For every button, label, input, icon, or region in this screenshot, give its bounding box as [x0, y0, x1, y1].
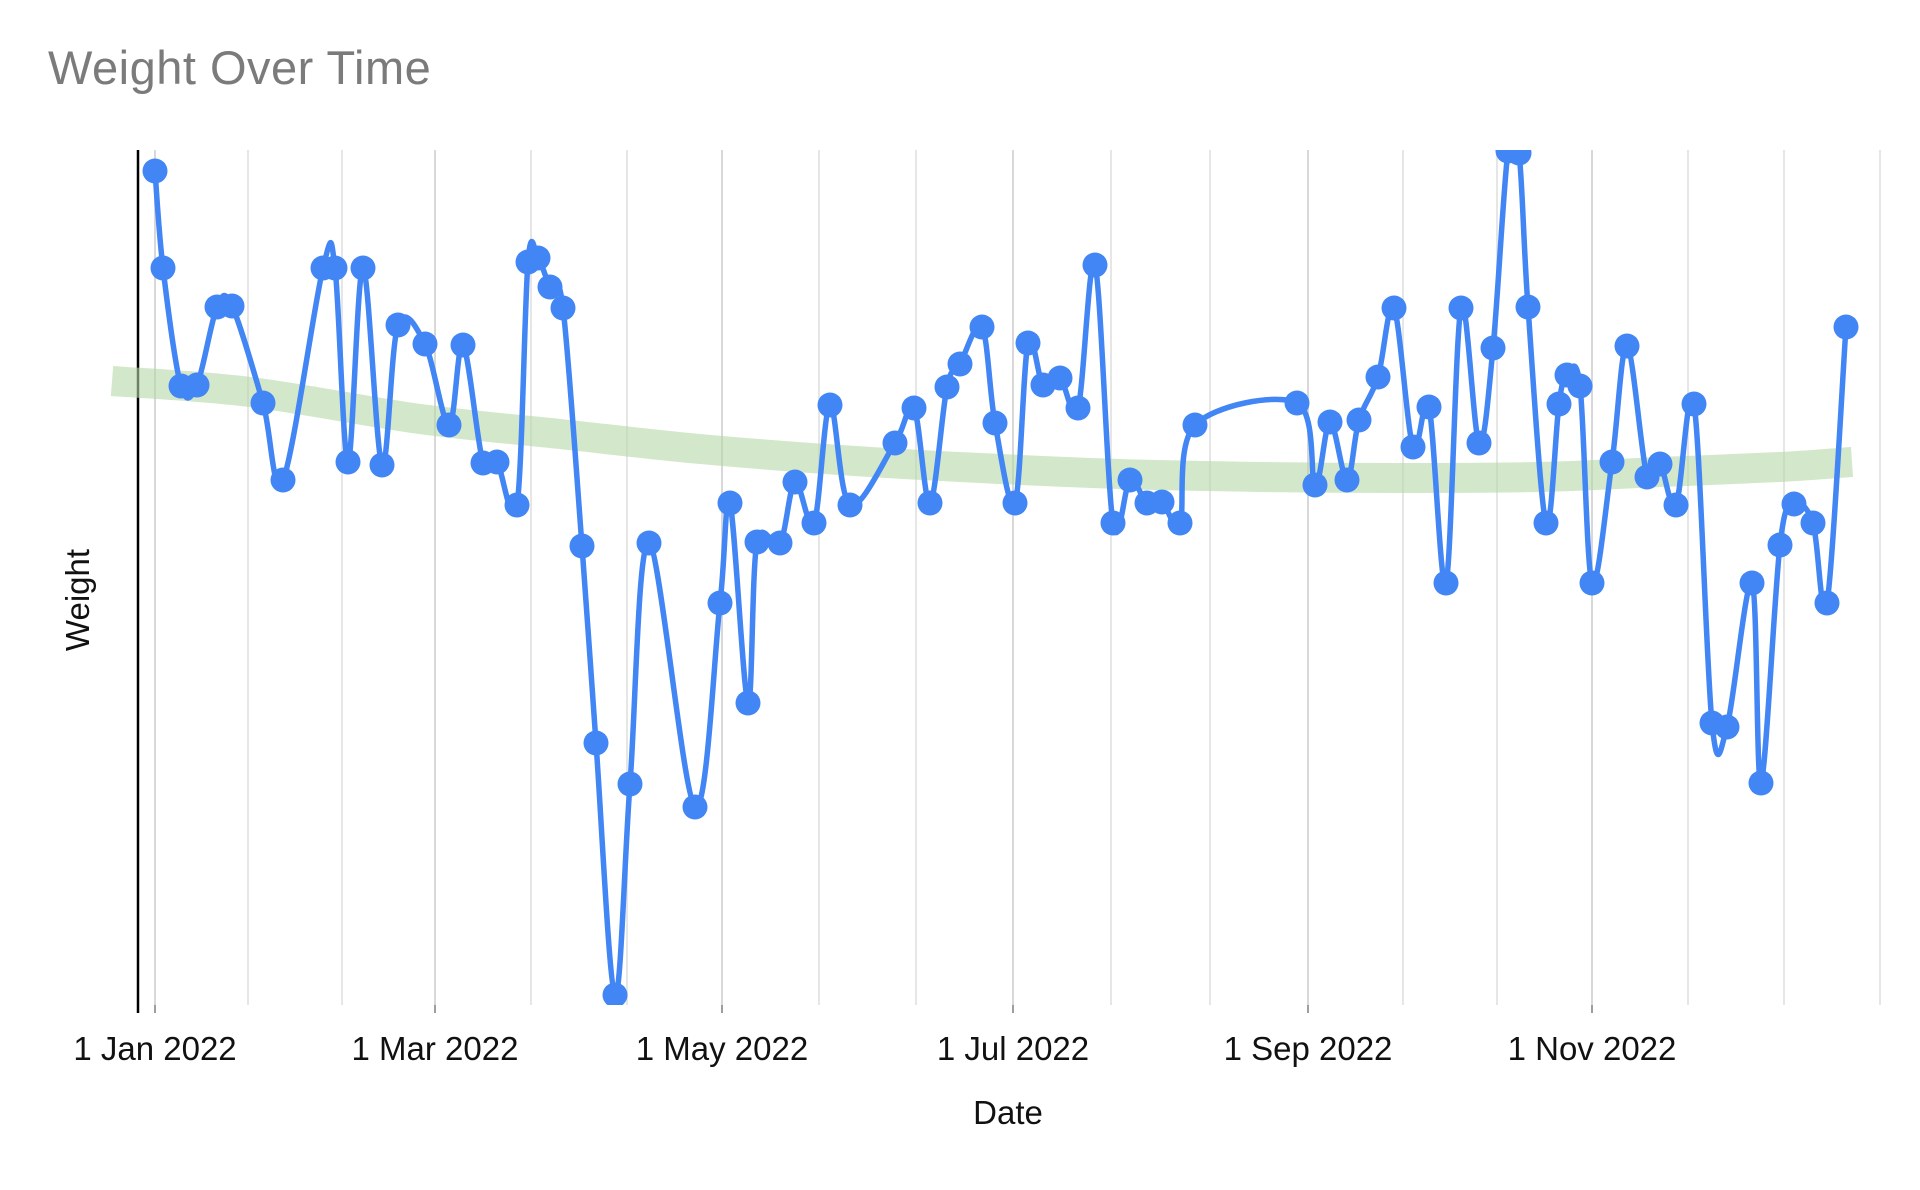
data-point-marker — [335, 449, 361, 475]
data-point-marker — [525, 245, 551, 271]
data-point-marker — [583, 730, 609, 756]
data-point-marker — [569, 533, 595, 559]
data-point-marker — [1065, 395, 1091, 421]
data-point-marker — [1515, 294, 1541, 320]
data-point-marker — [1833, 314, 1859, 340]
x-tick-label: 1 Jul 2022 — [936, 1030, 1090, 1067]
data-point-marker — [550, 295, 576, 321]
minor-gridlines — [247, 150, 1881, 1005]
x-tick-label: 1 Sep 2022 — [1223, 1030, 1393, 1067]
data-point-marker — [1416, 394, 1442, 420]
data-point-marker — [602, 982, 628, 1005]
x-axis-title: Date — [973, 1094, 1043, 1131]
data-point-marker — [537, 274, 563, 300]
data-point-marker — [1182, 412, 1208, 438]
chart-title: Weight Over Time — [48, 41, 432, 94]
data-point-marker — [982, 410, 1008, 436]
data-point-marker — [1579, 570, 1605, 596]
data-point-marker — [450, 332, 476, 358]
data-point-marker — [717, 490, 743, 516]
data-point-marker — [385, 312, 411, 338]
x-tick-label: 1 Jan 2022 — [73, 1030, 237, 1067]
x-tick-label: 1 May 2022 — [635, 1030, 809, 1067]
data-point-marker — [1614, 333, 1640, 359]
data-point-marker — [504, 492, 530, 518]
data-point-marker — [744, 529, 770, 555]
data-point-marker — [901, 395, 927, 421]
data-point-marker — [767, 530, 793, 556]
data-point-marker — [1002, 490, 1028, 516]
data-point-marker — [1748, 770, 1774, 796]
data-point-marker — [412, 331, 438, 357]
data-point-marker — [322, 255, 348, 281]
data-point-marker — [735, 690, 761, 716]
data-point-marker — [1533, 510, 1559, 536]
data-point-marker — [1082, 252, 1108, 278]
data-point-marker — [1381, 295, 1407, 321]
data-point-marker — [484, 449, 510, 475]
data-point-marker — [682, 794, 708, 820]
data-point-marker — [782, 469, 808, 495]
data-point-marker — [707, 590, 733, 616]
x-tick-label: 1 Mar 2022 — [351, 1030, 519, 1067]
data-point-marker — [917, 490, 943, 516]
data-point-marker — [1546, 391, 1572, 417]
data-point-marker — [934, 374, 960, 400]
data-point-marker — [636, 530, 662, 556]
data-point-marker — [1800, 510, 1826, 536]
data-point-marker — [1317, 409, 1343, 435]
data-point-marker — [1480, 335, 1506, 361]
data-point-marker — [1767, 532, 1793, 558]
data-point-marker — [1346, 407, 1372, 433]
x-tick-label: 1 Nov 2022 — [1507, 1030, 1677, 1067]
data-point-marker — [250, 390, 276, 416]
data-point-marker — [1433, 570, 1459, 596]
data-point-marker — [1448, 295, 1474, 321]
data-point-marker — [1599, 449, 1625, 475]
data-point-marker — [1149, 489, 1175, 515]
data-point-marker — [947, 351, 973, 377]
data-point-marker — [969, 314, 995, 340]
data-point-marker — [801, 510, 827, 536]
y-axis-title: Weight — [59, 548, 96, 652]
data-point-marker — [1506, 150, 1532, 166]
data-point-marker — [1567, 373, 1593, 399]
data-point-marker — [350, 255, 376, 281]
data-point-marker — [1466, 430, 1492, 456]
data-point-marker — [1047, 365, 1073, 391]
data-point-marker — [270, 467, 296, 493]
data-point-marker — [1681, 391, 1707, 417]
weight-series-markers — [142, 150, 1859, 1005]
data-point-marker — [837, 492, 863, 518]
data-point-marker — [1365, 364, 1391, 390]
data-point-marker — [1647, 451, 1673, 477]
data-point-marker — [1400, 434, 1426, 460]
data-point-marker — [617, 771, 643, 797]
data-point-marker — [142, 158, 168, 184]
data-point-marker — [1663, 492, 1689, 518]
data-point-marker — [219, 293, 245, 319]
data-point-marker — [184, 372, 210, 398]
data-point-marker — [882, 430, 908, 456]
data-point-marker — [1167, 510, 1193, 536]
data-point-marker — [1714, 714, 1740, 740]
data-point-marker — [1117, 467, 1143, 493]
data-point-marker — [1100, 510, 1126, 536]
data-point-marker — [1015, 330, 1041, 356]
data-point-marker — [1781, 491, 1807, 517]
data-point-marker — [1739, 570, 1765, 596]
data-point-marker — [369, 452, 395, 478]
data-point-marker — [1302, 472, 1328, 498]
data-point-marker — [1334, 467, 1360, 493]
data-point-marker — [817, 392, 843, 418]
data-point-marker — [1814, 590, 1840, 616]
data-point-marker — [1284, 390, 1310, 416]
data-point-marker — [150, 255, 176, 281]
major-gridlines — [154, 150, 1593, 1013]
data-point-marker — [436, 412, 462, 438]
